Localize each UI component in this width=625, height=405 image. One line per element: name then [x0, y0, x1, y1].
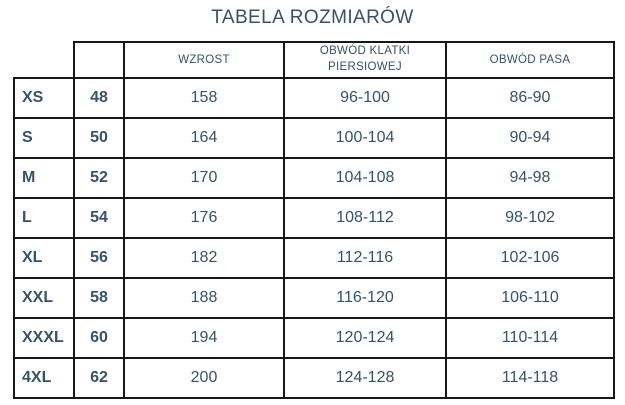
number-cell: 62 — [73, 357, 125, 399]
header-row: WZROST OBWÓD KLATKI PIERSIOWEJ OBWÓD PAS… — [14, 41, 615, 79]
table-row: XS 48 158 96-100 86-90 — [13, 77, 615, 119]
size-cell: XL — [13, 237, 75, 279]
chest-cell: 116-120 — [283, 277, 447, 319]
table-row: S 50 164 100-104 90-94 — [13, 117, 615, 159]
height-cell: 182 — [123, 237, 285, 279]
number-cell: 50 — [73, 117, 125, 159]
chest-column-header-label: OBWÓD KLATKI PIERSIOWEJ — [319, 45, 411, 73]
waist-cell: 98-102 — [445, 197, 615, 239]
table-row: XL 56 182 112-116 102-106 — [13, 237, 615, 279]
number-cell: 60 — [73, 317, 125, 359]
table-row: XXL 58 188 116-120 106-110 — [13, 277, 615, 319]
height-cell: 164 — [123, 117, 285, 159]
table-row: L 54 176 108-112 98-102 — [13, 197, 615, 239]
size-number-column-header — [73, 41, 125, 79]
height-cell: 194 — [123, 317, 285, 359]
size-cell: 4XL — [13, 357, 75, 399]
height-cell: 188 — [123, 277, 285, 319]
chest-cell: 96-100 — [283, 77, 447, 119]
height-column-header: WZROST — [123, 41, 285, 79]
number-cell: 56 — [73, 237, 125, 279]
size-table: WZROST OBWÓD KLATKI PIERSIOWEJ OBWÓD PAS… — [13, 41, 615, 399]
size-cell: XXL — [13, 277, 75, 319]
size-cell: XS — [13, 77, 75, 119]
chest-cell: 100-104 — [283, 117, 447, 159]
size-cell: L — [13, 197, 75, 239]
page-title: TABELA ROZMIARÓW — [211, 7, 414, 28]
waist-cell: 90-94 — [445, 117, 615, 159]
size-cell: XXXL — [13, 317, 75, 359]
chest-cell: 124-128 — [283, 357, 447, 399]
chest-cell: 108-112 — [283, 197, 447, 239]
height-cell: 158 — [123, 77, 285, 119]
number-cell: 52 — [73, 157, 125, 199]
waist-cell: 102-106 — [445, 237, 615, 279]
waist-cell: 106-110 — [445, 277, 615, 319]
number-cell: 48 — [73, 77, 125, 119]
height-cell: 200 — [123, 357, 285, 399]
size-table-body: XS 48 158 96-100 86-90 S 50 164 100-104 … — [13, 77, 615, 399]
waist-column-header: OBWÓD PASA — [445, 41, 615, 79]
number-cell: 54 — [73, 197, 125, 239]
size-cell: M — [13, 157, 75, 199]
waist-cell: 94-98 — [445, 157, 615, 199]
waist-cell: 86-90 — [445, 77, 615, 119]
corner-spacer — [14, 42, 74, 78]
table-row: XXXL 60 194 120-124 110-114 — [13, 317, 615, 359]
table-row: 4XL 62 200 124-128 114-118 — [13, 357, 615, 399]
height-cell: 176 — [123, 197, 285, 239]
chest-cell: 104-108 — [283, 157, 447, 199]
height-cell: 170 — [123, 157, 285, 199]
chest-cell: 112-116 — [283, 237, 447, 279]
chest-column-header: OBWÓD KLATKI PIERSIOWEJ — [283, 41, 447, 79]
chest-cell: 120-124 — [283, 317, 447, 359]
waist-cell: 114-118 — [445, 357, 615, 399]
number-cell: 58 — [73, 277, 125, 319]
table-row: M 52 170 104-108 94-98 — [13, 157, 615, 199]
waist-cell: 110-114 — [445, 317, 615, 359]
size-cell: S — [13, 117, 75, 159]
